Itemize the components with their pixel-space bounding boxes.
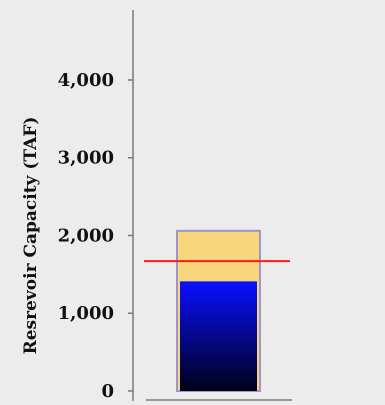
y-axis: 0 1,000 2,000 3,000 4,000 <box>58 10 292 402</box>
y-axis-label: Resrevoir Capacity (TAF) <box>21 117 41 355</box>
y-tick-label: 2,000 <box>58 225 114 246</box>
reservoir-bar-group <box>144 229 290 392</box>
y-tick-label: 3,000 <box>58 148 114 169</box>
y-tick-label: 4,000 <box>58 70 114 91</box>
y-tick-label: 0 <box>101 381 114 401</box>
storage-bar <box>180 281 257 391</box>
y-tick-label: 1,000 <box>58 303 114 324</box>
